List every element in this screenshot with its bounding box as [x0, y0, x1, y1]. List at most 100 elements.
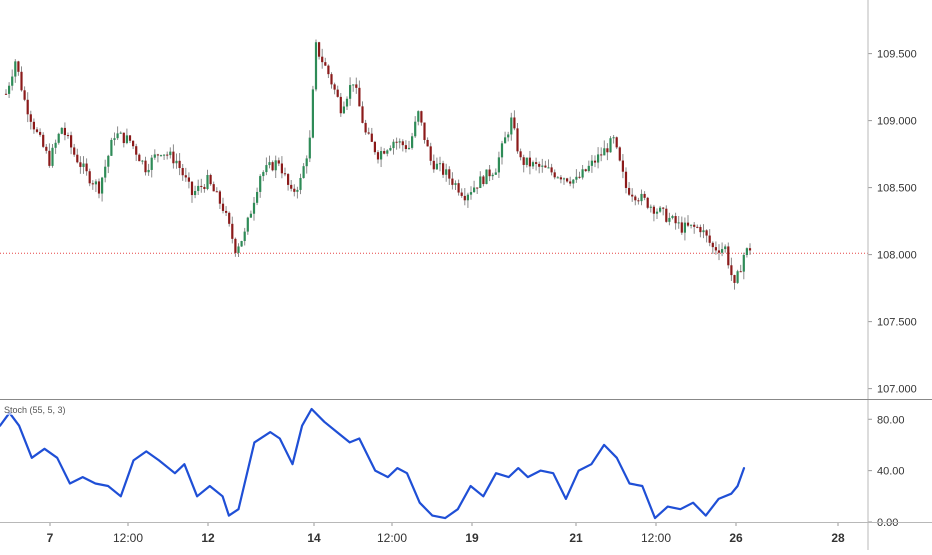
candle-body — [609, 138, 612, 153]
candle-body — [296, 189, 299, 192]
oscillator-label: Stoch (55, 5, 3) — [4, 405, 66, 415]
candle-body — [197, 185, 200, 191]
candle-body — [218, 191, 221, 204]
candle-body — [349, 85, 352, 99]
candle-body — [364, 122, 367, 133]
candle-body — [640, 193, 643, 202]
candle-body — [485, 169, 488, 185]
candle-body — [246, 217, 249, 232]
candle-body — [652, 206, 655, 214]
candle-body — [327, 65, 330, 75]
candle-body — [578, 176, 581, 178]
candle-body — [352, 84, 355, 86]
candle-body — [423, 122, 426, 140]
candle-body — [305, 158, 308, 167]
candle-body — [677, 222, 680, 224]
candle-body — [107, 155, 110, 167]
price-tick-label: 108.000 — [877, 250, 917, 262]
candle-body — [308, 137, 311, 159]
candle-body — [321, 56, 324, 63]
candle-body — [389, 148, 392, 151]
candle-body — [76, 154, 79, 163]
candle-body — [373, 141, 376, 153]
candle-body — [51, 147, 54, 166]
candle-body — [724, 246, 727, 250]
candle-body — [535, 162, 538, 164]
price-tick-label: 107.000 — [877, 384, 917, 396]
candle-body — [383, 151, 386, 154]
candle-body — [125, 135, 128, 144]
candle-body — [507, 134, 510, 138]
candle-body — [104, 166, 107, 178]
candle-body — [736, 271, 739, 283]
candle-body — [445, 169, 448, 175]
oscillator-tick-label: 40.00 — [877, 466, 905, 478]
candle-body — [674, 216, 677, 224]
candle-body — [398, 141, 401, 143]
candle-body — [426, 139, 429, 147]
candle-body — [401, 141, 404, 146]
candle-body — [256, 191, 259, 203]
candle-body — [699, 226, 702, 233]
candle-body — [240, 241, 243, 247]
candle-body — [156, 154, 159, 156]
candle-body — [11, 76, 14, 86]
candle-body — [702, 230, 705, 233]
candle-body — [163, 154, 166, 156]
candle-body — [562, 178, 566, 180]
candle-body — [32, 121, 35, 130]
candle-body — [597, 154, 600, 163]
time-tick-label: 12 — [201, 531, 215, 545]
candle-body — [290, 184, 293, 189]
candle-body — [23, 90, 26, 100]
candle-body — [742, 254, 745, 272]
candle-body — [268, 162, 271, 166]
candle-body — [448, 169, 451, 179]
candle-body — [333, 84, 336, 90]
candle-body — [243, 231, 246, 242]
candle-body — [172, 151, 175, 164]
price-tick-label: 108.500 — [877, 183, 917, 195]
time-tick-label: 14 — [307, 531, 321, 545]
candle-body — [336, 89, 339, 97]
candle-body — [717, 250, 721, 253]
candle-body — [411, 136, 414, 148]
candle-body — [451, 178, 454, 185]
candle-body — [70, 135, 73, 148]
candle-body — [380, 151, 383, 160]
candle-body — [283, 173, 287, 175]
candle-body — [708, 235, 711, 243]
candle-body — [659, 207, 662, 212]
candle-body — [628, 187, 631, 195]
candle-body — [525, 157, 528, 165]
candle-body — [469, 192, 473, 195]
candle-body — [634, 196, 637, 201]
candle-body — [553, 172, 556, 178]
candle-body — [615, 137, 618, 148]
candle-body — [392, 141, 395, 149]
candle-body — [302, 166, 305, 178]
candle-body — [293, 188, 296, 192]
candle-body — [566, 178, 569, 182]
candle-body — [435, 163, 438, 170]
candle-body — [510, 117, 513, 135]
stochastic-line — [0, 407, 746, 520]
candle-body — [228, 212, 231, 224]
candle-body — [57, 133, 60, 143]
price-tick-label: 109.000 — [877, 116, 917, 128]
candle-body — [150, 157, 153, 170]
candle-body — [4, 93, 8, 95]
time-tick-label: 12:00 — [113, 531, 143, 545]
candle-body — [621, 160, 624, 172]
candle-body — [463, 195, 466, 201]
candle-body — [606, 148, 609, 153]
candle-body — [29, 114, 32, 122]
candle-body — [590, 160, 593, 166]
candle-body — [572, 179, 575, 184]
candle-body — [367, 132, 370, 134]
candle-body — [705, 230, 708, 236]
candle-body — [345, 98, 349, 107]
candle-body — [686, 222, 690, 226]
oscillator-tick-label: 80.00 — [877, 414, 905, 426]
